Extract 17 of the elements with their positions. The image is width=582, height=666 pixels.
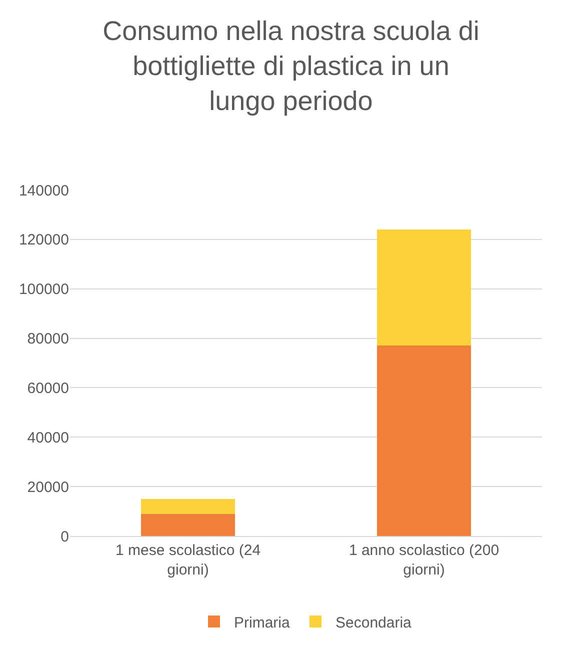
y-tick-label: 0 <box>60 528 69 546</box>
bar <box>140 498 236 514</box>
bar <box>376 230 472 346</box>
y-tick-label: 80000 <box>27 330 69 348</box>
bar <box>376 346 472 536</box>
y-tick-label: 120000 <box>18 232 69 249</box>
bar <box>140 514 236 536</box>
legend-label: Primaria <box>234 614 290 632</box>
y-tick-label: 40000 <box>27 429 69 446</box>
y-tick-label: 100000 <box>18 281 69 298</box>
legend-label: Secondaria <box>336 614 412 632</box>
y-tick-label: 60000 <box>27 380 69 397</box>
x-tick-label: 1 mese scolastico (24 giorni) <box>115 542 261 578</box>
chart-title: Consumo nella nostra scuola di bottigliette di plastica in un lungo periodo <box>102 16 480 116</box>
y-tick-label: 20000 <box>27 478 69 496</box>
x-tick-label: 1 anno scolastico (200 giorni) <box>348 542 500 578</box>
y-tick-label: 140000 <box>18 182 69 200</box>
